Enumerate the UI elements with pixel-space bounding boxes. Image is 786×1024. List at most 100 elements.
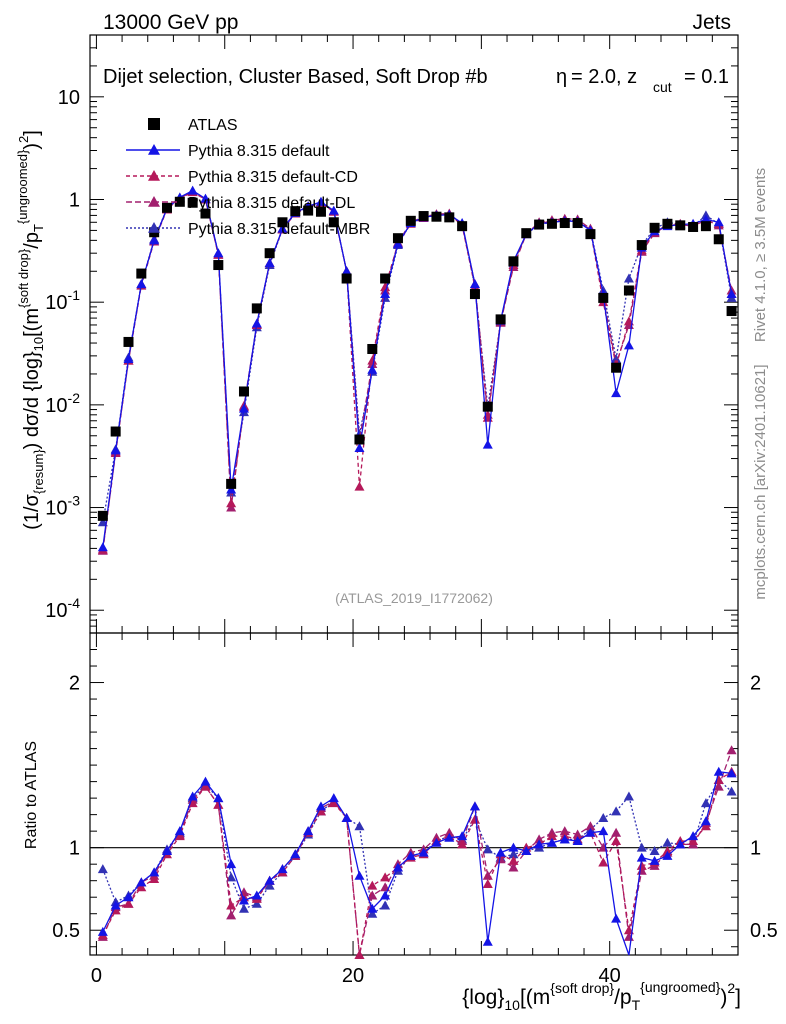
ratio-point-default [611, 913, 622, 923]
xlabel-part: ] [735, 986, 741, 1009]
point-data [238, 386, 249, 397]
ratio-point-default [380, 890, 391, 900]
x-axis: 0 20 40 [91, 35, 713, 987]
point-data [572, 218, 583, 229]
ratio-point-default [290, 849, 301, 859]
point-data [418, 211, 429, 222]
ratio-point-default [431, 837, 442, 847]
point-data [546, 218, 557, 229]
ylabel-part: ) [21, 143, 43, 150]
x-tick-label: 20 [342, 965, 364, 987]
point-data [534, 219, 545, 230]
ratio-point-default [495, 847, 506, 857]
point-data [495, 314, 506, 325]
ratio-point-default [213, 793, 224, 803]
point-data [508, 256, 519, 267]
ratio-point-default [174, 826, 185, 836]
ratio-point-default [585, 827, 596, 837]
ratio-point-default [161, 845, 172, 855]
xlabel-part: ) [720, 986, 727, 1009]
point-data [200, 208, 211, 219]
point-default [328, 205, 339, 215]
point-data [457, 221, 468, 232]
ratio-point-mbr [238, 903, 249, 913]
point-data [688, 221, 699, 232]
point-default [726, 289, 737, 299]
ratio-tick-label: 1 [69, 838, 80, 860]
ratio-point-dl [726, 745, 737, 755]
ratio-point-dl [713, 781, 724, 791]
ratio-point-default [264, 875, 275, 885]
ratio-point-cd [688, 836, 699, 846]
point-data [700, 221, 711, 232]
point-data [713, 234, 724, 245]
ylabel-part: ) dσ/d {log} [21, 351, 43, 449]
ratio-point-default [649, 855, 660, 865]
ratio-point-cd [200, 781, 211, 791]
ratio-line-default [102, 770, 732, 956]
point-default [187, 185, 198, 195]
legend-label-data: ATLAS [188, 117, 238, 134]
point-data [187, 197, 198, 208]
point-default [123, 353, 134, 363]
ratio-point-cd [508, 855, 519, 865]
point-default [226, 484, 237, 494]
ratio-point-default [726, 768, 737, 778]
ratio-point-default [315, 801, 326, 811]
point-default [623, 340, 634, 350]
ratio-point-mbr [636, 842, 647, 852]
point-data [392, 233, 403, 244]
point-data [213, 260, 224, 271]
ratio-point-cd [380, 872, 391, 882]
point-default [200, 193, 211, 203]
point-default [251, 318, 262, 328]
ratio-point-default [251, 890, 262, 900]
ratio-point-default [149, 867, 160, 877]
ratio-point-default [392, 862, 403, 872]
xlabel-sup: 2 [727, 980, 735, 996]
ratio-point-mbr [367, 908, 378, 918]
category-label: Jets [692, 11, 731, 34]
xlabel-part: /p [614, 986, 632, 1009]
ratio-tick-label: 0.5 [52, 920, 80, 942]
point-data [123, 336, 134, 347]
ratio-point-dl [508, 862, 519, 872]
xlabel-part: {log} [462, 986, 504, 1009]
legend-marker-default [148, 144, 160, 155]
point-default [341, 266, 352, 276]
ratio-point-cd [469, 814, 480, 824]
point-default [380, 289, 391, 299]
ylabel-sub: T [31, 224, 46, 232]
point-default [315, 196, 326, 206]
ratio-point-default [136, 877, 147, 887]
point-default [611, 388, 622, 398]
point-data [623, 285, 634, 296]
selection-title: Dijet selection, Cluster Based, Soft Dro… [103, 66, 488, 88]
xlabel-part: [(m [520, 986, 550, 1009]
ratio-point-dl [367, 890, 378, 900]
cuts-text: = 2.0, z [571, 66, 637, 88]
point-default [277, 223, 288, 233]
point-default [149, 235, 160, 245]
point-data [97, 510, 108, 521]
ratio-point-cd [328, 798, 339, 808]
ratio-point-default [508, 842, 519, 852]
ratio-point-cd [136, 882, 147, 892]
y-tick-label: 1 [69, 189, 80, 211]
rivet-label: Rivet 4.1.0, ≥ 3.5M events [752, 168, 769, 342]
point-data [303, 205, 314, 216]
legend-label-dl: Pythia 8.315 default-DL [188, 195, 355, 212]
y-tick-label: 10-1 [45, 287, 80, 314]
ratio-point-default [123, 892, 134, 902]
ratio-point-cd [598, 857, 609, 867]
zcut-value: = 0.1 [684, 66, 729, 88]
ylabel-sup: {soft drop} [16, 248, 31, 308]
ratio-point-mbr [97, 864, 108, 874]
y-tick-label: 10 [58, 87, 80, 109]
ylabel-sub: {resum} [31, 449, 46, 494]
legend-label-default: Pythia 8.315 default [188, 143, 330, 160]
legend-label-mbr: Pythia 8.315 default-MBR [188, 221, 370, 238]
ratio-point-default [598, 826, 609, 836]
ratio-point-default [700, 816, 711, 826]
xlabel-sub: T [632, 997, 641, 1013]
